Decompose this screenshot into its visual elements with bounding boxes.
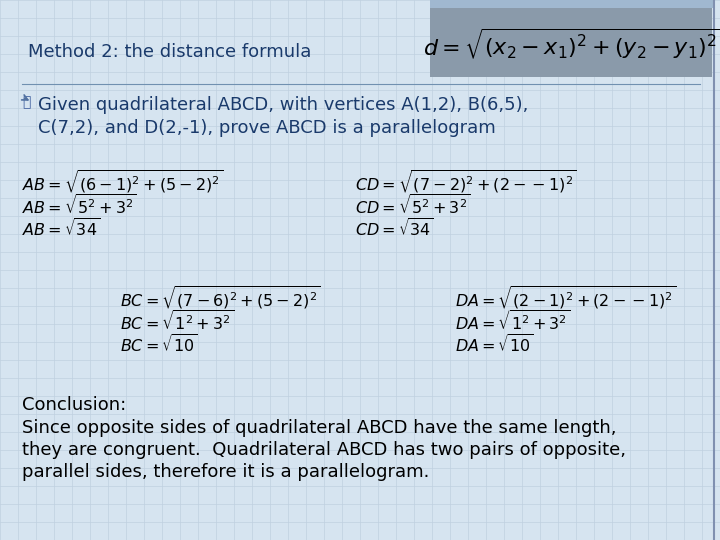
Text: $DA = \sqrt{1^2 + 3^2}$: $DA = \sqrt{1^2 + 3^2}$ [455, 310, 570, 334]
Text: Since opposite sides of quadrilateral ABCD have the same length,: Since opposite sides of quadrilateral AB… [22, 419, 616, 437]
Text: C(7,2), and D(2,-1), prove ABCD is a parallelogram: C(7,2), and D(2,-1), prove ABCD is a par… [38, 119, 496, 137]
Text: $BC = \sqrt{(7-6)^2 + (5-2)^2}$: $BC = \sqrt{(7-6)^2 + (5-2)^2}$ [120, 285, 320, 312]
Text: Method 2: the distance formula: Method 2: the distance formula [28, 43, 311, 61]
Text: $DA = \sqrt{(2-1)^2 + (2--1)^2}$: $DA = \sqrt{(2-1)^2 + (2--1)^2}$ [455, 285, 676, 312]
Text: $DA = \sqrt{10}$: $DA = \sqrt{10}$ [455, 335, 534, 357]
Text: $BC = \sqrt{10}$: $BC = \sqrt{10}$ [120, 335, 198, 357]
Text: :  [22, 95, 30, 109]
Text: parallel sides, therefore it is a parallelogram.: parallel sides, therefore it is a parall… [22, 463, 429, 481]
FancyBboxPatch shape [430, 0, 714, 8]
Text: they are congruent.  Quadrilateral ABCD has two pairs of opposite,: they are congruent. Quadrilateral ABCD h… [22, 441, 626, 459]
Text: $AB = \sqrt{5^2 + 3^2}$: $AB = \sqrt{5^2 + 3^2}$ [22, 194, 137, 218]
Text: $CD = \sqrt{(7-2)^2 + (2--1)^2}$: $CD = \sqrt{(7-2)^2 + (2--1)^2}$ [355, 168, 577, 195]
Text: Conclusion:: Conclusion: [22, 396, 126, 414]
Text: $d = \sqrt{\left(x_2 - x_1\right)^2 + \left(y_2 - y_1\right)^2}$: $d = \sqrt{\left(x_2 - x_1\right)^2 + \l… [423, 26, 720, 62]
FancyBboxPatch shape [430, 5, 712, 77]
Text: $AB = \sqrt{(6-1)^2 + (5-2)^2}$: $AB = \sqrt{(6-1)^2 + (5-2)^2}$ [22, 168, 223, 195]
Text: $BC = \sqrt{1^2 + 3^2}$: $BC = \sqrt{1^2 + 3^2}$ [120, 310, 234, 334]
Text: $CD = \sqrt{34}$: $CD = \sqrt{34}$ [355, 219, 434, 241]
Text: $CD = \sqrt{5^2 + 3^2}$: $CD = \sqrt{5^2 + 3^2}$ [355, 194, 471, 218]
Text: $AB = \sqrt{34}$: $AB = \sqrt{34}$ [22, 219, 100, 241]
Text: Given quadrilateral ABCD, with vertices A(1,2), B(6,5),: Given quadrilateral ABCD, with vertices … [38, 96, 528, 114]
